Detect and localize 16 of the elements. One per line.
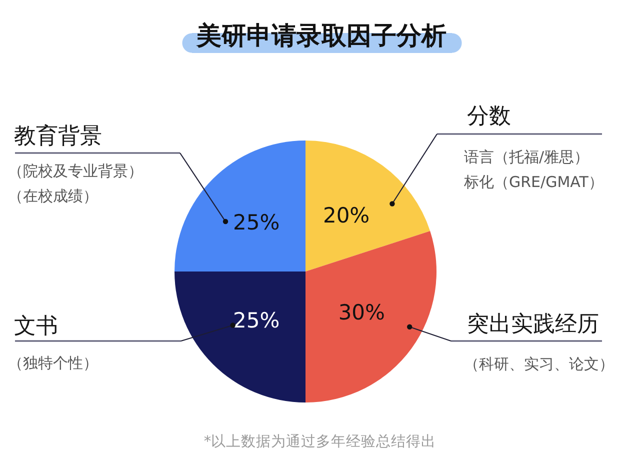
annotation: 语言（托福/雅思） (464, 148, 590, 166)
category-label: 分数 (467, 104, 511, 129)
value-label: 25% (233, 210, 280, 234)
annotation: （院校及专业背景） (8, 162, 143, 180)
category-label: 教育背景 (14, 124, 102, 149)
category-label: 突出实践经历 (467, 312, 599, 337)
value-label: 20% (322, 203, 370, 228)
annotation: （在校成绩） (8, 187, 98, 205)
value-label: 25% (233, 308, 280, 333)
annotation: （独特个性） (8, 354, 98, 372)
category-label: 文书 (14, 314, 58, 339)
annotation: （科研、实习、论文） (464, 355, 614, 373)
title: 美研申请录取因子分析 (182, 19, 462, 53)
annotation: 标化（GRE/GMAT） (464, 173, 604, 191)
value-label: 30% (338, 300, 386, 324)
annotation: *以上数据为通过多年经验总结得出 (204, 434, 436, 450)
